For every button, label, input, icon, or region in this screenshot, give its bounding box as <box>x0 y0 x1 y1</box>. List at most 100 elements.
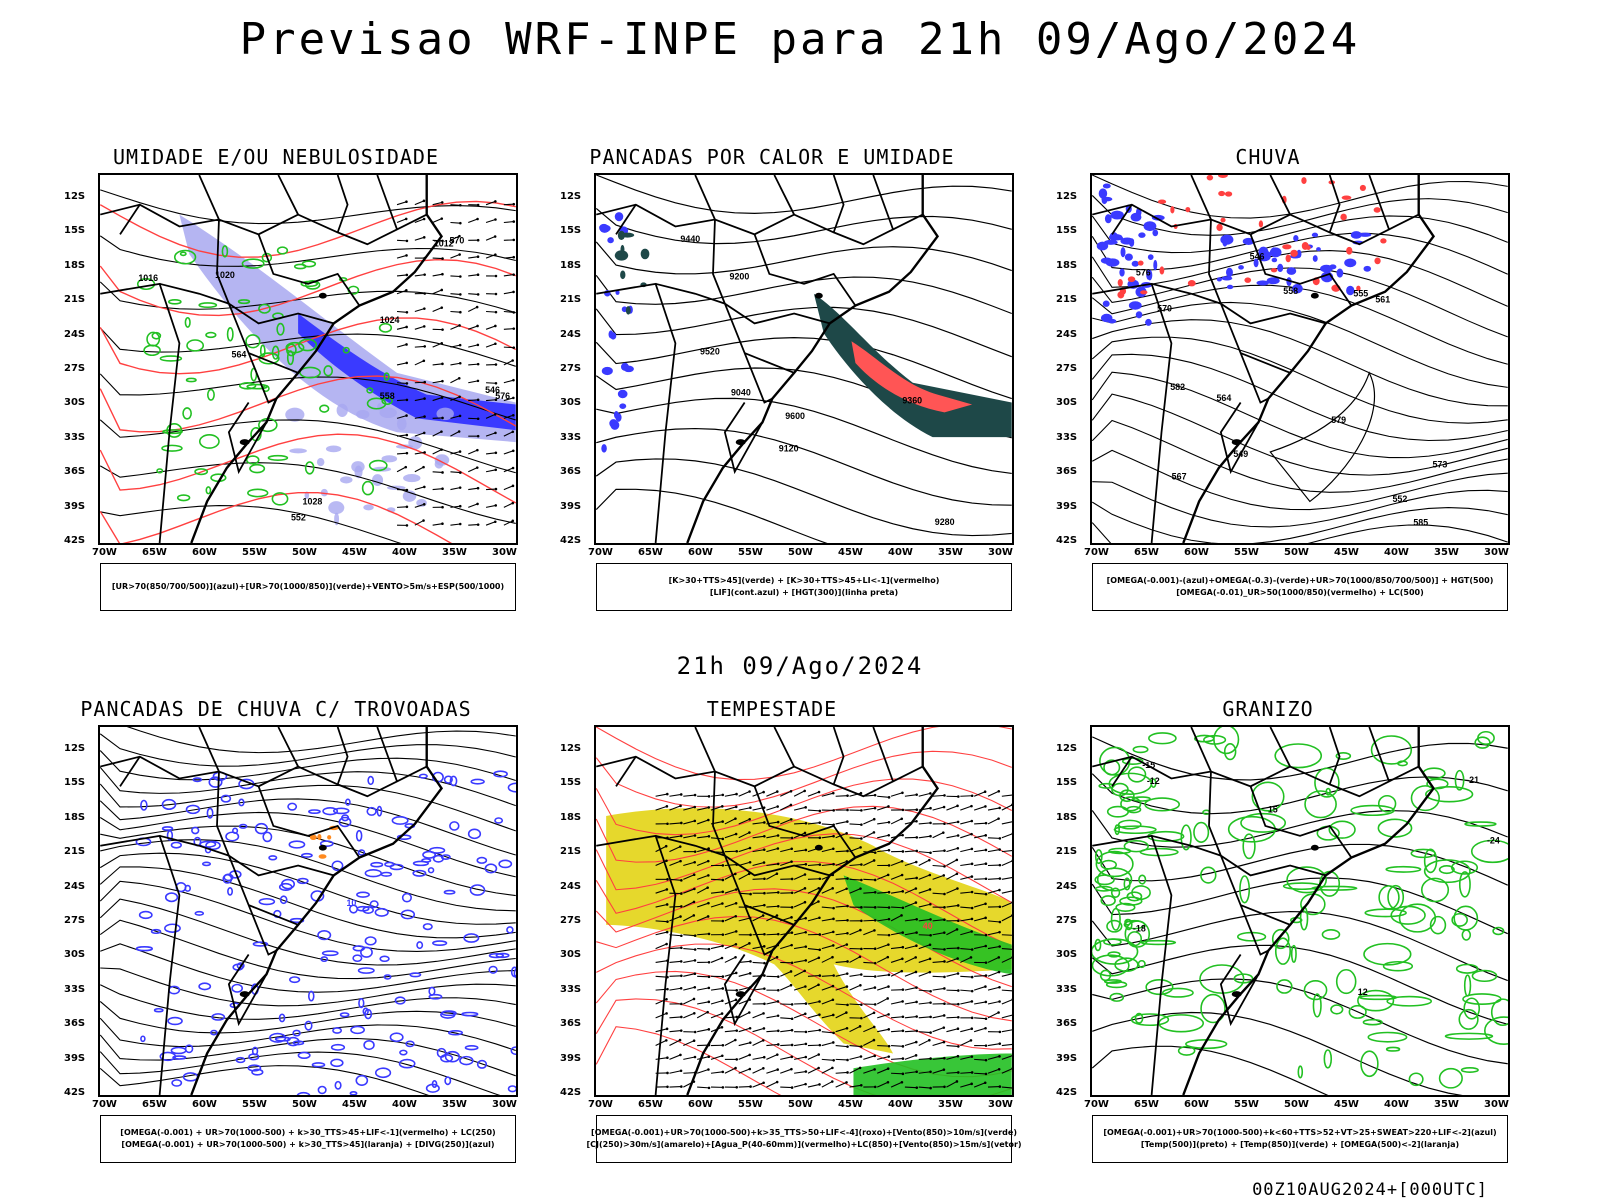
wind-vector-head <box>775 1080 779 1084</box>
lon-tick-label: 65W <box>638 1099 663 1110</box>
omega-ur-area <box>1224 191 1233 197</box>
wind-vector-head <box>423 273 426 276</box>
wind-vector-head <box>845 887 848 891</box>
wind-vector-head <box>872 859 876 862</box>
border-line <box>596 203 924 246</box>
wind-vector <box>752 1067 764 1074</box>
wind-vector-head <box>900 1080 904 1084</box>
wind-vector <box>766 791 778 797</box>
wind-vector <box>877 834 889 839</box>
wind-vector-head <box>983 1081 987 1085</box>
wind-vector-head <box>915 1000 918 1004</box>
wind-vector <box>821 792 834 797</box>
wind-vector <box>669 822 682 825</box>
wind-vector-head <box>900 969 904 973</box>
wind-vector-head <box>763 932 766 936</box>
wind-vector-head <box>666 920 669 923</box>
wind-vector-head <box>818 809 822 813</box>
temp-850-contour <box>1348 1004 1367 1019</box>
wind-vector <box>396 254 407 259</box>
wind-vector-head <box>859 887 862 890</box>
wind-vector-head <box>476 486 480 490</box>
temp-850-contour <box>1106 919 1123 933</box>
divergence-contour <box>427 867 435 874</box>
divergence-contour <box>289 917 305 924</box>
lat-tick-label: 18S <box>1056 811 1078 823</box>
temp-850-contour <box>1314 767 1340 798</box>
legend-line-2: [LIF](cont.azul) + [HGT(300)](linha pret… <box>709 588 899 597</box>
wind-vector <box>794 849 806 853</box>
wind-vector <box>849 973 862 977</box>
temp-850-contour <box>1199 964 1245 994</box>
wind-vector-head <box>680 1085 683 1088</box>
wind-vector-head <box>860 947 863 951</box>
omega-ur-area <box>1341 195 1352 200</box>
divergence-contour <box>498 859 513 869</box>
wind-vector-head <box>666 878 669 881</box>
wind-vector <box>974 1017 987 1020</box>
wind-vector <box>891 1016 903 1019</box>
wind-vector <box>724 902 737 908</box>
wind-vector <box>752 1027 765 1033</box>
contour-line <box>596 915 1012 1022</box>
wind-vector-head <box>693 793 697 797</box>
lat-tick-label: 15S <box>1056 225 1078 237</box>
divergence-contour <box>278 882 293 892</box>
contour-line <box>1092 267 1508 338</box>
green-contour <box>249 463 266 474</box>
temp-850-contour <box>1303 980 1328 1001</box>
wind-vector <box>877 1056 889 1060</box>
wind-vector-head <box>997 956 1001 959</box>
contour-line <box>100 839 516 912</box>
wind-vector-head <box>901 906 905 910</box>
wind-vector <box>973 791 986 797</box>
omega-ur-area <box>1282 244 1292 250</box>
divergence-contour <box>488 952 504 959</box>
wind-vector-head <box>459 471 462 474</box>
wind-vector <box>1001 999 1012 1005</box>
wind-vector-head <box>763 835 766 838</box>
contour-value-label: 12 <box>1358 987 1368 997</box>
wind-vector <box>918 1039 930 1047</box>
wind-vector-head <box>511 430 515 434</box>
omega-area <box>1253 258 1259 268</box>
wind-vector-head <box>735 1029 739 1032</box>
border-line <box>119 204 141 235</box>
wind-vector <box>904 1041 917 1047</box>
wind-vector-head <box>956 804 959 808</box>
wind-vector-head <box>762 1055 766 1059</box>
wind-vector-head <box>901 931 905 934</box>
wind-vector <box>849 1055 862 1060</box>
omega-area <box>1098 188 1108 199</box>
lon-tick-label: 55W <box>738 547 763 558</box>
wind-vector <box>766 933 779 936</box>
divergence-contour <box>206 807 214 819</box>
temp-850-contour <box>1123 919 1146 930</box>
wind-vector <box>904 918 917 922</box>
wind-vector-head <box>984 805 987 808</box>
wind-vector-head <box>748 942 751 945</box>
wind-vector-head <box>748 846 752 850</box>
wind-vector-head <box>984 944 988 948</box>
wind-vector-head <box>943 822 946 826</box>
wind-vector-head <box>405 398 409 402</box>
wind-vector <box>738 807 751 811</box>
green-contour <box>271 492 289 506</box>
wind-vector-head <box>818 948 822 952</box>
wind-vector-head <box>803 900 807 904</box>
lat-tick-label: 30S <box>1056 949 1078 961</box>
wind-vector <box>918 822 931 825</box>
border-line <box>216 771 334 877</box>
map-frame: 585 582 579 576 573 570 567 564 561 558 555 552 549 5… <box>1090 173 1510 545</box>
wind-vector <box>655 793 668 797</box>
divergence-contour <box>320 956 329 963</box>
wind-vector <box>710 945 723 950</box>
temp-850-contour <box>1103 938 1122 946</box>
wind-vector <box>793 1013 806 1019</box>
wind-vector-head <box>707 818 710 822</box>
border-line <box>1328 175 1341 233</box>
wind-vector-head <box>763 961 766 965</box>
divergence-contour <box>232 827 239 835</box>
omega-area <box>1101 196 1113 202</box>
